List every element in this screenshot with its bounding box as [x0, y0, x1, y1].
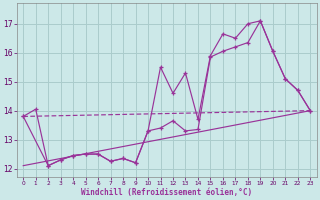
- X-axis label: Windchill (Refroidissement éolien,°C): Windchill (Refroidissement éolien,°C): [81, 188, 252, 197]
